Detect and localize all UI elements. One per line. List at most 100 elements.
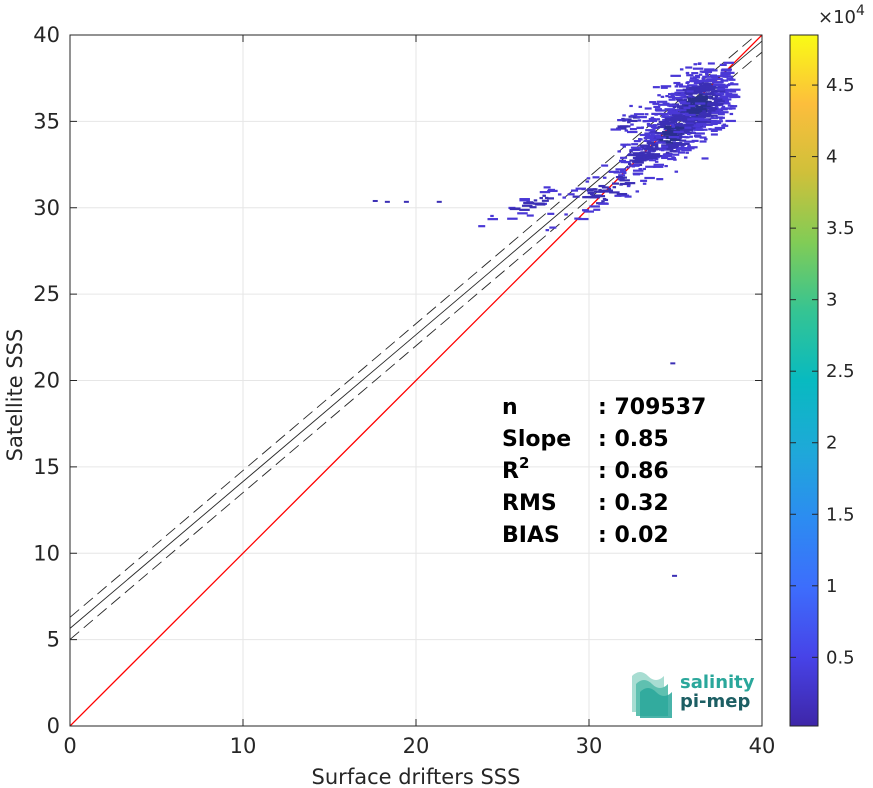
isolated-point (403, 200, 409, 203)
density-cell (682, 88, 690, 91)
density-cell (683, 98, 688, 102)
density-cell (656, 100, 668, 103)
density-cell (700, 121, 711, 124)
density-cell (692, 67, 704, 70)
density-cell (679, 96, 687, 99)
density-cell (644, 107, 652, 110)
density-cell (714, 90, 726, 93)
density-cell (640, 146, 644, 149)
y-tick-label: 30 (33, 196, 60, 220)
density-cell (671, 125, 676, 128)
density-cell (723, 61, 735, 64)
density-cell (695, 123, 707, 126)
density-cell (686, 81, 690, 84)
density-cell (653, 105, 661, 108)
density-cell (666, 129, 674, 132)
density-cell (652, 86, 660, 89)
density-cell (616, 192, 628, 196)
density-cell (587, 191, 595, 195)
density-cell (722, 123, 727, 126)
density-cell (629, 159, 640, 162)
density-cell (664, 119, 676, 122)
density-cell (730, 88, 741, 91)
stat-label: RMS (502, 491, 557, 516)
density-cell (662, 153, 670, 156)
density-cell (598, 195, 606, 198)
density-cell (655, 136, 667, 139)
density-cell (661, 145, 669, 148)
density-cell (629, 104, 633, 108)
density-cell (635, 155, 643, 158)
density-cell (672, 114, 683, 117)
density-cell (709, 97, 720, 100)
density-cell (678, 123, 682, 126)
density-cell (601, 186, 609, 189)
density-cell (707, 62, 715, 65)
density-cell (601, 164, 609, 167)
density-cell (630, 119, 638, 123)
density-cell (659, 148, 667, 151)
density-cell (544, 196, 549, 200)
density-cell (671, 144, 679, 148)
colorbar-tick-label: 3.5 (826, 218, 855, 239)
density-cell (727, 104, 732, 107)
isolated-point (384, 200, 390, 203)
density-cell (667, 104, 678, 107)
density-cell (649, 153, 661, 156)
density-cell (650, 134, 661, 137)
density-cell (519, 199, 530, 202)
density-cell (633, 113, 645, 116)
density-cell (608, 170, 620, 173)
density-cell (685, 113, 696, 117)
density-cell (644, 113, 649, 116)
density-cell (701, 85, 713, 88)
density-cell (510, 207, 515, 210)
density-cell (689, 135, 693, 138)
upper-band-line (70, 35, 757, 618)
salinity-pi-mep-logo: salinity pi-mep (632, 672, 755, 718)
density-cell (478, 225, 486, 228)
density-cell (619, 170, 624, 173)
density-cell (645, 165, 656, 168)
density-cell (705, 73, 709, 76)
density-cell (704, 138, 708, 141)
density-cell (672, 116, 684, 119)
y-tick-label: 15 (33, 455, 60, 479)
density-cell (650, 126, 655, 129)
density-cell (699, 140, 707, 143)
density-cell (659, 138, 664, 142)
density-cell (592, 176, 600, 179)
density-cell (698, 82, 703, 86)
density-cell (720, 98, 732, 101)
density-cell (671, 128, 679, 131)
density-cell (720, 93, 725, 96)
density-cell (695, 86, 706, 89)
density-cell (685, 118, 689, 122)
density-cell (720, 71, 731, 74)
density-cell (517, 212, 528, 215)
density-cell (683, 156, 688, 159)
density-cell (626, 166, 630, 169)
density-cell (702, 85, 706, 88)
density-cell (490, 214, 494, 218)
density-cell (730, 104, 734, 108)
density-cell (713, 110, 721, 113)
density-cell (718, 111, 729, 114)
density-cell (708, 128, 712, 131)
density-cell (706, 89, 711, 92)
density-cell (671, 156, 675, 159)
density-cell (656, 178, 664, 181)
x-axis-label: Surface drifters SSS (312, 765, 521, 788)
density-cell (621, 117, 625, 121)
density-cell (685, 131, 696, 135)
density-cell (717, 113, 725, 116)
density-cell (622, 114, 626, 117)
density-cell (715, 98, 723, 101)
colorbar-gradient (789, 34, 819, 727)
density-cell (643, 136, 648, 140)
density-cell (632, 116, 640, 119)
density-cell (729, 95, 737, 99)
density-cell (618, 194, 630, 197)
density-cell (675, 109, 687, 112)
